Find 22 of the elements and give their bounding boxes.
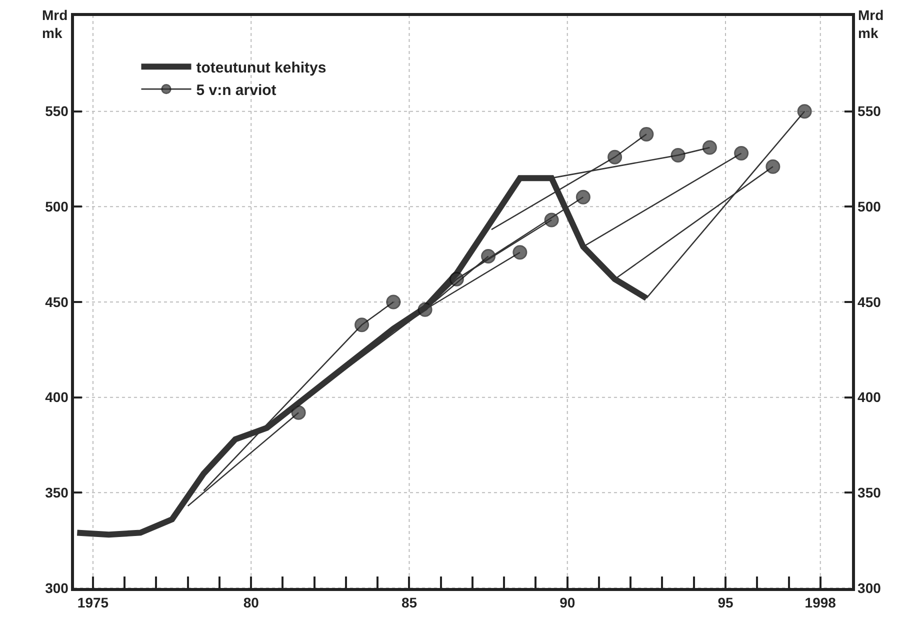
- legend-label: 5 v:n arviot: [196, 82, 276, 99]
- y-tick-label: 300: [45, 580, 69, 596]
- y-tick-label: 500: [45, 198, 69, 215]
- y2-tick-label: 400: [858, 389, 882, 406]
- y-tick-label: 550: [45, 103, 69, 120]
- x-tick-label: 90: [560, 594, 576, 611]
- y2-tick-label: 550: [858, 103, 882, 120]
- y2-tick-label: 500: [858, 198, 882, 215]
- y2-tick-label: 350: [858, 484, 882, 501]
- x-tick-label: 1975: [77, 594, 109, 611]
- x-tick-label: 80: [243, 594, 260, 611]
- y-axis-title: Mrd mk: [42, 7, 68, 42]
- y2-tick-label: 450: [858, 294, 882, 310]
- legend-label: toteutunut kehitys: [196, 59, 326, 76]
- y-tick-label: 450: [45, 294, 69, 310]
- y-tick-label: 350: [45, 484, 69, 501]
- y2-axis-title: Mrd mk: [858, 7, 884, 42]
- x-tick-label: 1998: [804, 594, 836, 611]
- x-tick-label: 95: [718, 594, 734, 611]
- y-tick-label: 400: [45, 389, 69, 406]
- x-tick-label: 85: [401, 594, 418, 611]
- y2-tick-label: 300: [858, 580, 882, 596]
